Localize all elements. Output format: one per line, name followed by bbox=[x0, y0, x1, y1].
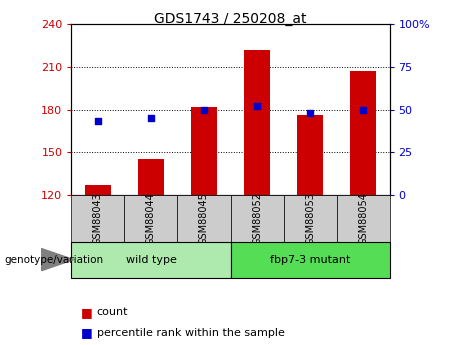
Text: GDS1743 / 250208_at: GDS1743 / 250208_at bbox=[154, 12, 307, 26]
Bar bbox=[85, 185, 111, 195]
Point bbox=[254, 104, 261, 109]
Bar bbox=[71, 195, 124, 242]
Text: GSM88053: GSM88053 bbox=[305, 192, 315, 245]
Bar bbox=[284, 195, 337, 242]
Bar bbox=[337, 195, 390, 242]
Bar bbox=[350, 71, 376, 195]
Point bbox=[359, 107, 366, 112]
Text: percentile rank within the sample: percentile rank within the sample bbox=[97, 328, 285, 338]
Text: GSM88044: GSM88044 bbox=[146, 192, 156, 245]
Text: GSM88043: GSM88043 bbox=[93, 192, 103, 245]
Bar bbox=[124, 195, 177, 242]
Point bbox=[94, 119, 101, 124]
Text: genotype/variation: genotype/variation bbox=[5, 255, 104, 265]
Bar bbox=[71, 241, 230, 278]
Polygon shape bbox=[41, 248, 74, 270]
Point bbox=[200, 107, 207, 112]
Text: GSM88052: GSM88052 bbox=[252, 192, 262, 245]
Text: fbp7-3 mutant: fbp7-3 mutant bbox=[270, 255, 350, 265]
Point bbox=[306, 110, 313, 116]
Text: ■: ■ bbox=[81, 326, 92, 339]
Bar bbox=[297, 115, 323, 195]
Text: ■: ■ bbox=[81, 306, 92, 319]
Text: GSM88045: GSM88045 bbox=[199, 192, 209, 245]
Bar bbox=[244, 50, 270, 195]
Bar bbox=[177, 195, 230, 242]
Bar bbox=[230, 195, 284, 242]
Bar bbox=[191, 107, 217, 195]
Bar bbox=[138, 159, 164, 195]
Point bbox=[148, 115, 155, 121]
Text: wild type: wild type bbox=[125, 255, 177, 265]
Bar bbox=[230, 241, 390, 278]
Text: GSM88054: GSM88054 bbox=[358, 192, 368, 245]
Text: count: count bbox=[97, 307, 128, 317]
